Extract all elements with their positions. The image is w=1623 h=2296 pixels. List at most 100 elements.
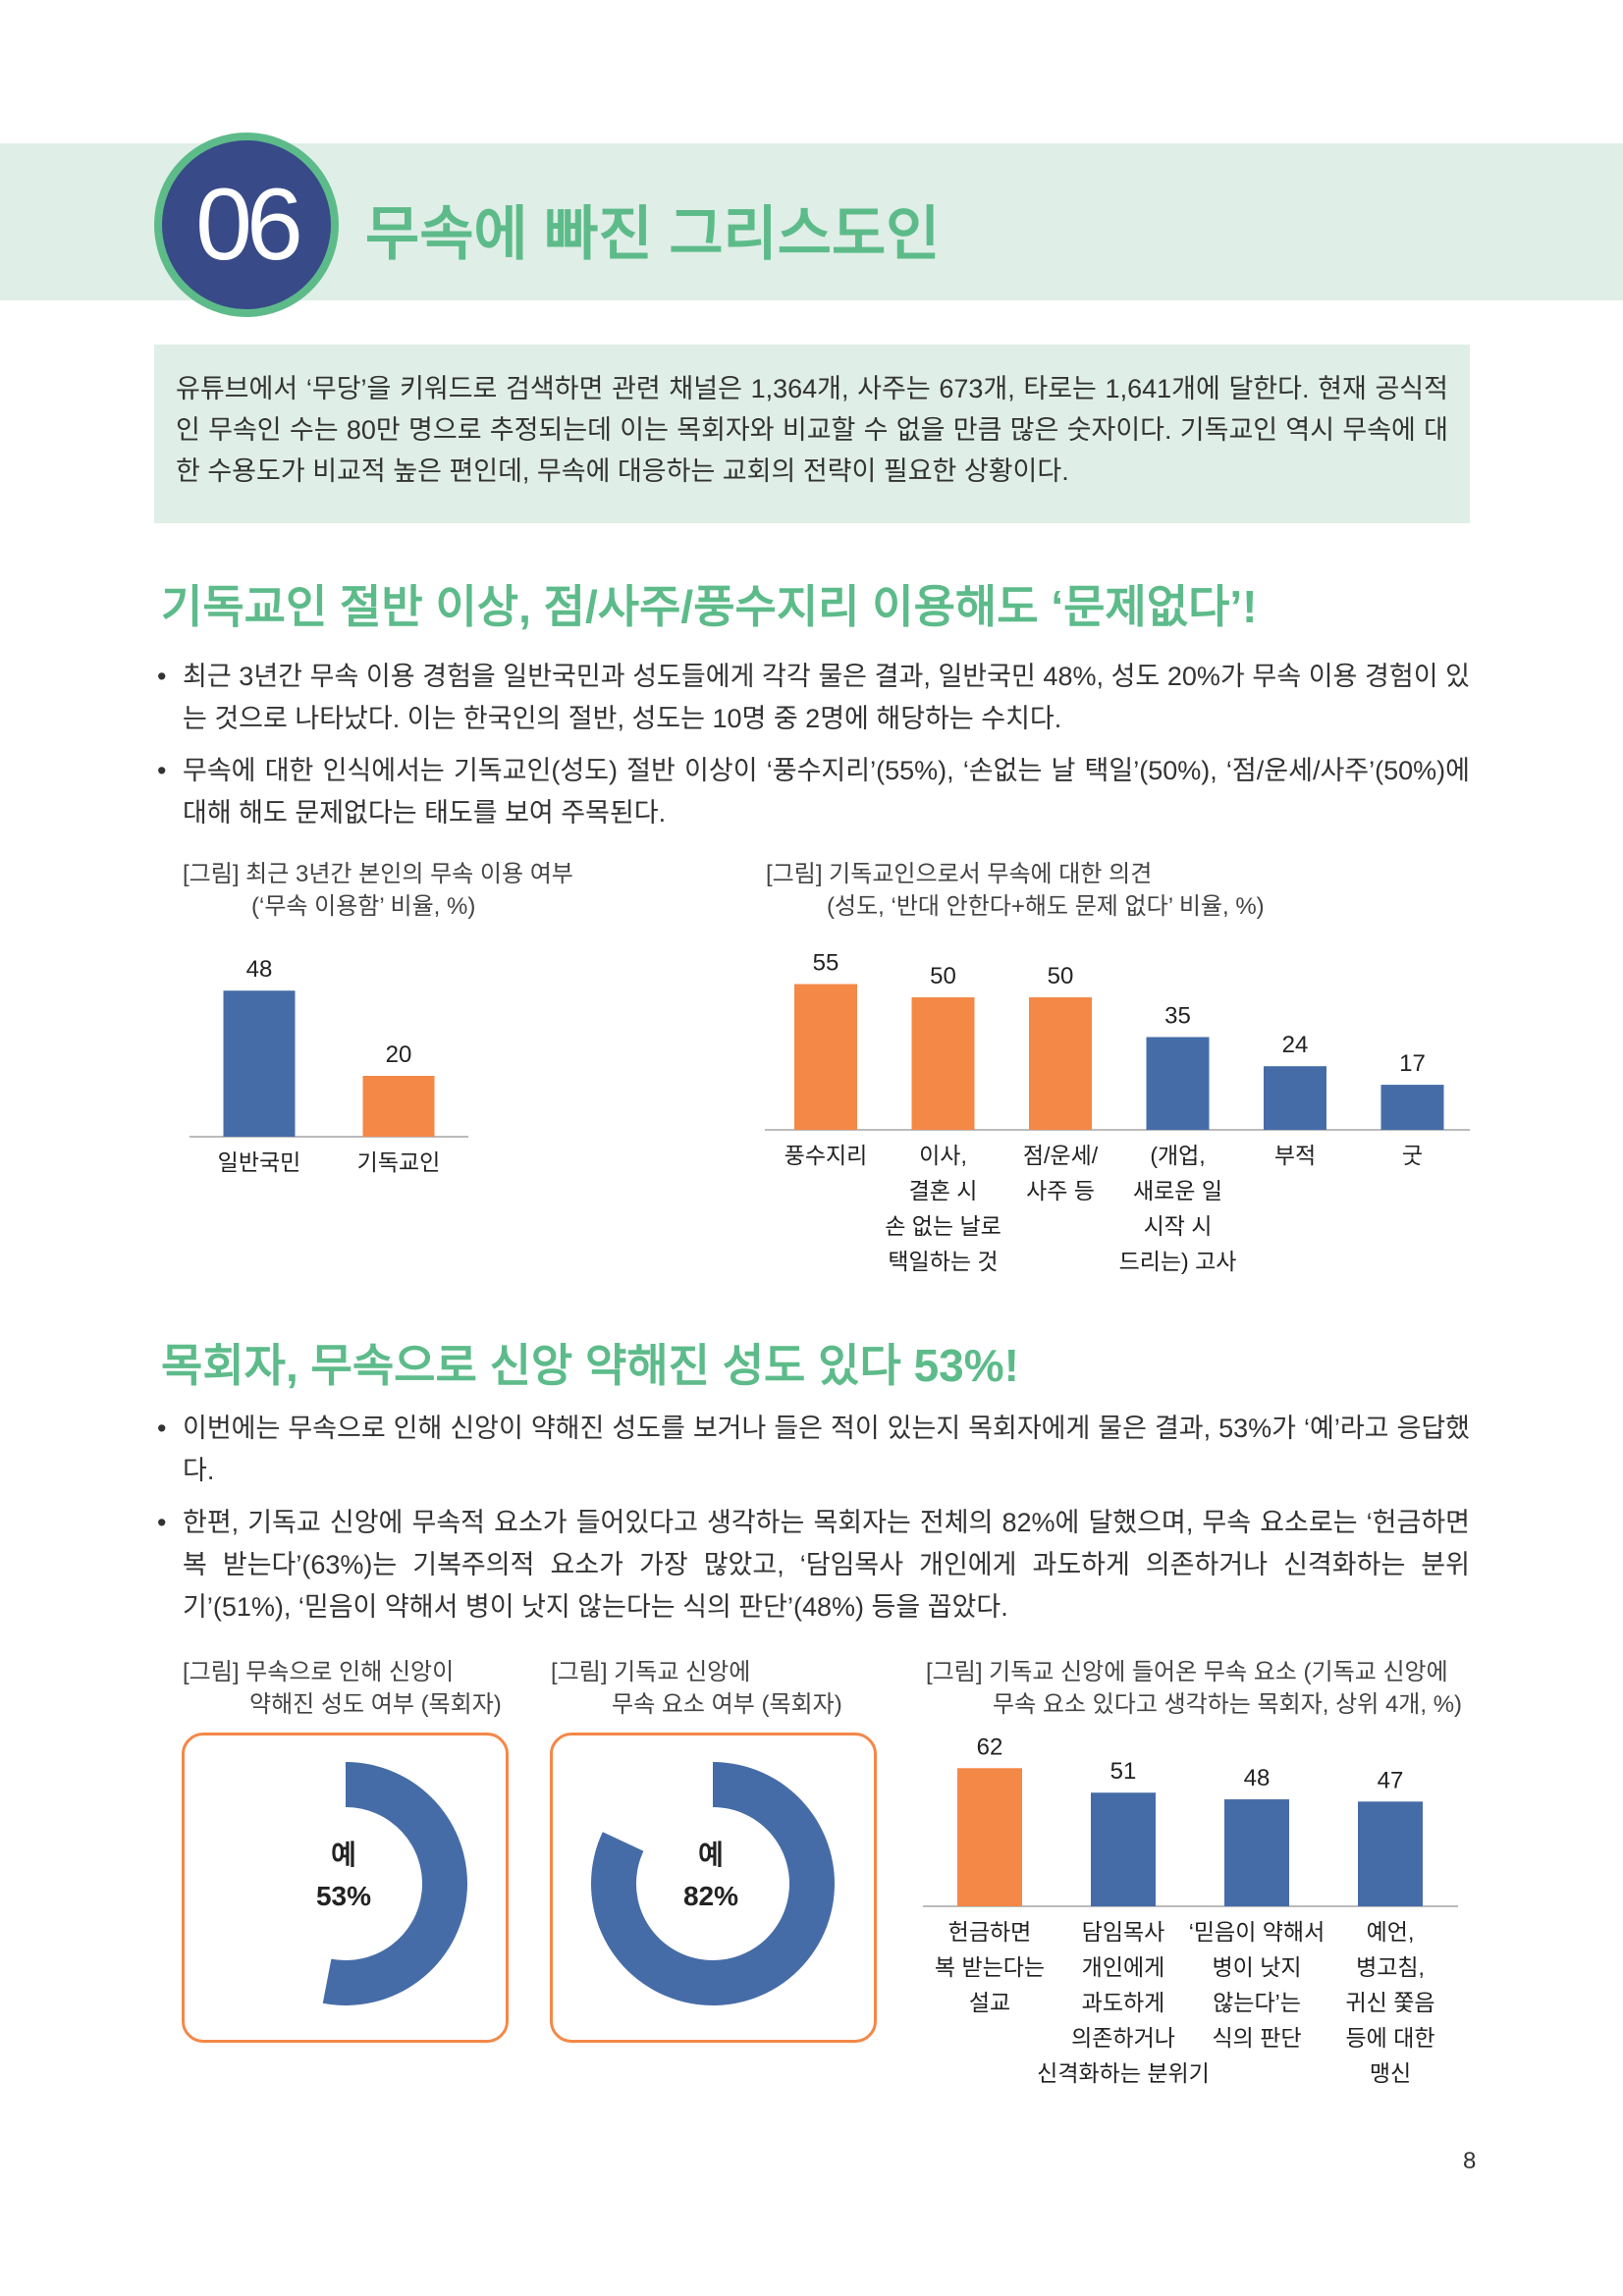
category-label-line: 과도하게 [1082,1990,1165,2015]
page-number: 8 [1463,2148,1477,2174]
chart-4-caption: [그림] 기독교 신앙에 무속 요소 여부 (목회자) [551,1656,842,1721]
donut-chart-1-frame [182,1733,509,2043]
category-label-line: 담임목사 [1082,1919,1165,1945]
data-label: 51 [1110,1758,1137,1785]
bullet-item: 최근 3년간 무속 이용 경험을 일반국민과 성도들에게 각각 물은 결과, 일… [157,656,1470,740]
chart-2-subtitle: (성도, ‘반대 안한다+해도 문제 없다’ 비율, %) [827,893,1265,920]
category-label-line: 않는다’는 [1213,1990,1301,2015]
category-label-line: 부적 [1274,1143,1316,1168]
category-label-line: 택일하는 것 [888,1249,998,1274]
data-label: 50 [930,963,956,989]
data-label: 50 [1048,963,1074,989]
bar [794,984,857,1130]
category-label: 점/운세/사주 등 [1023,1143,1099,1203]
bar [1264,1066,1326,1130]
category-label: 굿 [1402,1143,1423,1168]
chart-4-subtitle: 무속 요소 여부 (목회자) [612,1691,842,1718]
section-1-bullets: 최근 3년간 무속 이용 경험을 일반국민과 성도들에게 각각 물은 결과, 일… [157,656,1470,844]
category-label-line: 드리는) 고사 [1119,1249,1237,1274]
category-label-line: 풍수지리 [784,1143,868,1168]
chart-1-title: [그림] 최근 3년간 본인의 무속 이용 여부 [183,861,573,887]
chart-3-marks: 예 53% [316,1762,467,2005]
section-heading-2: 목회자, 무속으로 신앙 약해진 성도 있다 53%! [161,1340,1019,1391]
category-label-line: 맹신 [1370,2060,1411,2086]
data-label: 48 [1244,1765,1271,1791]
category-label-line: ‘믿음이 약해서 [1189,1919,1325,1945]
section-2-bullets: 이번에는 무속으로 인해 신앙이 약해진 성도를 보거나 들은 적이 있는지 목… [157,1408,1470,1638]
category-label-line: 식의 판단 [1212,2025,1301,2051]
category-label-line: 귀신 쫓음 [1345,1990,1434,2015]
chart-3-caption: [그림] 무속으로 인해 신앙이 약해진 성도 여부 (목회자) [183,1656,502,1721]
donut-chart-2-frame [550,1733,877,2043]
data-label: 24 [1282,1032,1309,1058]
donut-slice [591,1762,835,2006]
chart-4-title: [그림] 기독교 신앙에 [551,1659,751,1685]
category-label-line: 등에 대한 [1345,2025,1434,2051]
section-heading-1: 기독교인 절반 이상, 점/사주/풍수지리 이용해도 ‘문제없다’! [161,581,1258,632]
category-label-line: 설교 [969,1990,1010,2015]
chart-1-marks: 48 일반국민 20 기독교인 [189,956,468,1175]
data-label: 55 [813,950,839,977]
bar [1029,997,1092,1130]
category-label-line: 헌금하면 [948,1919,1032,1945]
data-label: 20 [386,1041,412,1068]
category-label: 부적 [1274,1143,1316,1168]
category-label-line: 시작 시 [1144,1213,1213,1239]
donut-slice [322,1762,467,2005]
bar [1358,1801,1423,1906]
bar [1146,1037,1210,1130]
category-label-line: 점/운세/ [1023,1143,1099,1168]
category-label-line: 개인에게 [1082,1954,1165,1980]
page-title: 무속에 빠진 그리스도인 [365,201,941,267]
bar [1091,1792,1156,1906]
data-label: 35 [1164,1003,1191,1030]
category-label-line: 병이 낫지 [1212,1954,1301,1980]
bullet-item: 한편, 기독교 신앙에 무속적 요소가 들어있다고 생각하는 목회자는 전체의 … [157,1502,1470,1629]
chart-3-subtitle: 약해진 성도 여부 (목회자) [249,1691,502,1718]
chart-1-subtitle: (‘무속 이용함’ 비율, %) [251,893,476,920]
chart-4-marks: 예 82% [591,1762,835,2006]
chart-5-title: [그림] 기독교 신앙에 들어온 무속 요소 (기독교 신앙에 [926,1659,1448,1685]
donut-value-label: 82% [683,1881,738,1911]
chart-5-subtitle: 무속 요소 있다고 생각하는 목회자, 상위 4개, %) [993,1691,1463,1718]
data-label: 17 [1399,1050,1426,1077]
category-label-line: 이사, [919,1143,967,1168]
category-label-line: 예언, [1367,1919,1415,1945]
summary-box: 유튜브에서 ‘무당’을 키워드로 검색하면 관련 채널은 1,364개, 사주는… [154,345,1470,523]
category-label-line: 결혼 시 [909,1178,978,1203]
category-label-line: 새로운 일 [1133,1178,1222,1203]
bar [223,990,296,1137]
donut-value-label: 53% [316,1881,371,1911]
chart-3-title: [그림] 무속으로 인해 신앙이 [183,1659,455,1685]
category-label-line: 병고침, [1356,1954,1425,1980]
category-label-line: 손 없는 날로 [885,1213,1001,1239]
chart-2-caption: [그림] 기독교인으로서 무속에 대한 의견 (성도, ‘반대 안한다+해도 문… [766,858,1265,923]
chart-5-marks: 62 헌금하면 복 받는다는 설교 51 담임목사 개인에게 과도하게 의존하거나 신격화하는 분… [923,1734,1458,2086]
bullet-item: 무속에 대한 인식에서는 기독교인(성도) 절반 이상이 ‘풍수지리’(55%)… [157,750,1470,834]
bar [957,1768,1022,1906]
bullet-item: 이번에는 무속으로 인해 신앙이 약해진 성도를 보거나 들은 적이 있는지 목… [157,1408,1470,1492]
section-number-badge: 06 [154,133,339,317]
category-label-line: 복 받는다는 [935,1954,1045,1980]
category-label: 일반국민 [218,1149,301,1175]
category-label-line: 의존하거나 [1071,2025,1175,2051]
chart-2-title: [그림] 기독교인으로서 무속에 대한 의견 [766,861,1153,887]
bar [1224,1799,1289,1906]
data-label: 47 [1378,1767,1404,1793]
bar [911,997,975,1130]
category-label-line: 사주 등 [1026,1178,1095,1203]
category-label: 풍수지리 [784,1143,868,1168]
chart-5-caption: [그림] 기독교 신앙에 들어온 무속 요소 (기독교 신앙에 무속 요소 있다… [926,1656,1462,1721]
data-label: 62 [977,1734,1003,1760]
category-label: 담임목사 개인에게 과도하게 의존하거나 신격화하는 분위기 [1037,1919,1210,2086]
category-label-line: (개업, [1150,1143,1205,1168]
donut-label: 예 [331,1840,356,1870]
data-label: 48 [246,956,273,983]
category-label-line: 일반국민 [218,1149,301,1175]
